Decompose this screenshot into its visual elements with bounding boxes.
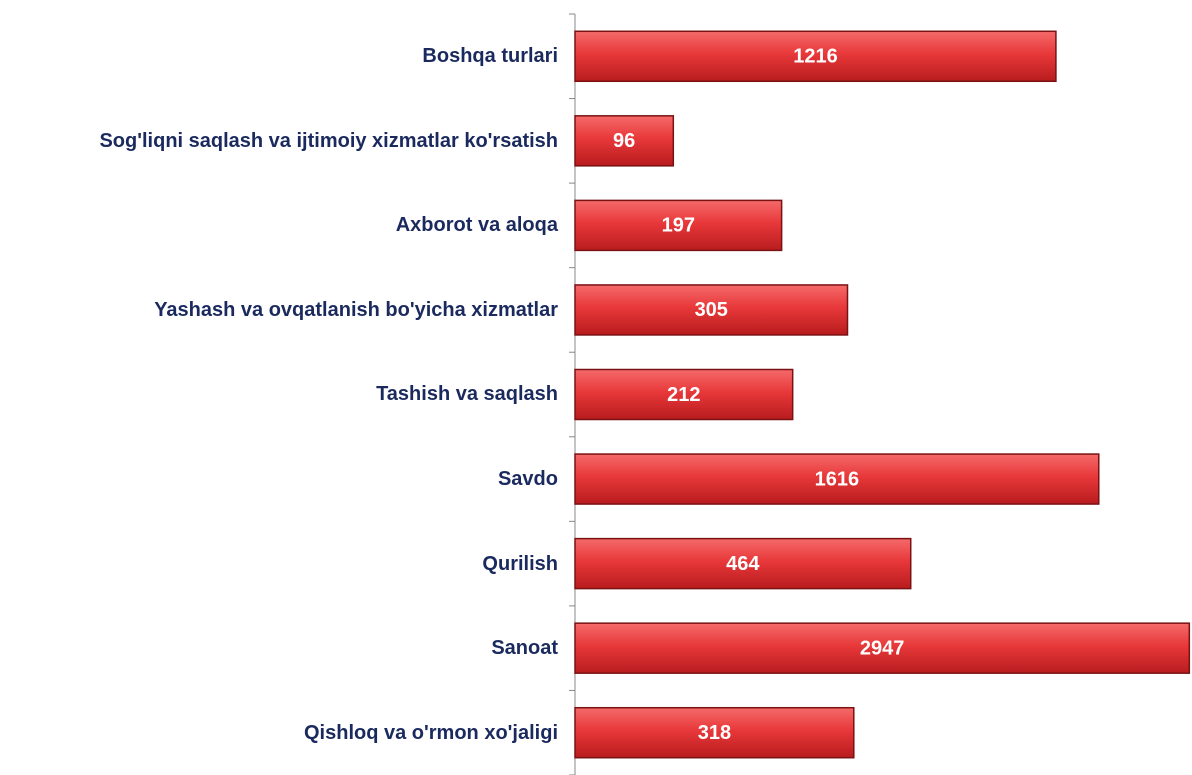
value-label: 1216: [793, 46, 838, 68]
y-tick-label: Qurilish: [482, 552, 558, 575]
y-tick-label: Axborot va aloqa: [395, 214, 558, 237]
category-label-box: Boshqa turlari: [0, 14, 558, 99]
bar: [574, 453, 1100, 505]
bar: [574, 368, 794, 421]
y-tick-label: Sog'liqni saqlash va ijtimoiy xizmatlar …: [99, 129, 558, 152]
category-label-box: Tashish va saqlash: [0, 352, 558, 437]
y-tick-label: Sanoat: [491, 637, 558, 660]
value-label: 464: [726, 553, 760, 575]
value-label: 1616: [815, 468, 860, 490]
category-label-box: Qurilish: [0, 521, 558, 606]
bar: [574, 537, 912, 590]
y-tick-label: Boshqa turlari: [422, 45, 558, 68]
bar: [574, 284, 849, 336]
bar: [574, 115, 675, 167]
category-label-box: Yashash va ovqatlanish bo'yicha xizmatla…: [0, 268, 558, 353]
category-label-box: Qishloq va o'rmon xo'jaligi: [0, 690, 558, 775]
bar: [574, 199, 783, 252]
y-tick-label: Qishloq va o'rmon xo'jaligi: [304, 721, 558, 744]
value-label: 305: [695, 299, 728, 321]
category-label-box: Savdo: [0, 437, 558, 522]
category-label-box: Sanoat: [0, 606, 558, 691]
value-label: 318: [698, 722, 731, 744]
value-label: 96: [613, 130, 635, 152]
bar: [574, 30, 1057, 83]
y-tick-label: Yashash va ovqatlanish bo'yicha xizmatla…: [154, 298, 558, 321]
bar: [574, 706, 855, 759]
y-tick-label: Savdo: [497, 468, 558, 491]
value-label: 212: [667, 384, 700, 406]
value-label: 2947: [860, 637, 905, 659]
category-label-box: Sog'liqni saqlash va ijtimoiy xizmatlar …: [0, 99, 558, 184]
value-label: 197: [662, 215, 695, 237]
y-tick-label: Tashish va saqlash: [376, 383, 558, 406]
category-label-box: Axborot va aloqa: [0, 183, 558, 268]
bar: [574, 622, 1191, 674]
